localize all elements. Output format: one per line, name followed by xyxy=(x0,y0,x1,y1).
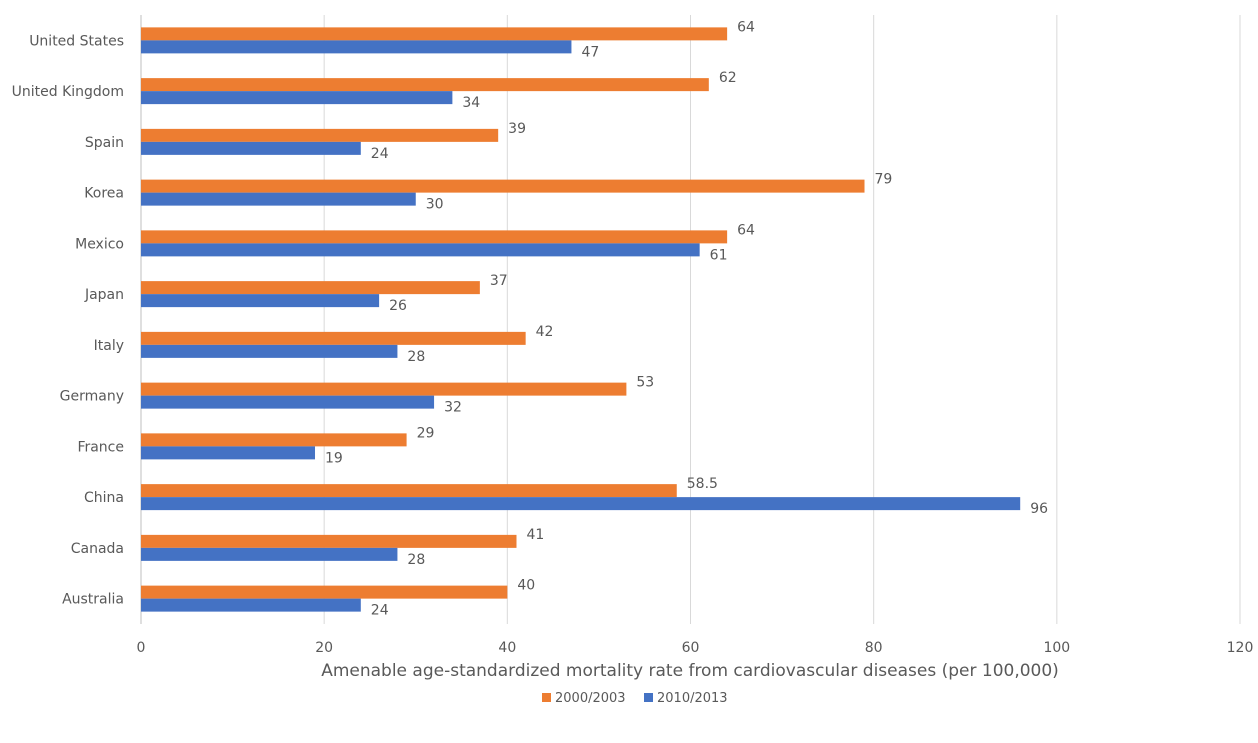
data-label: 39 xyxy=(508,121,526,137)
category-label: Korea xyxy=(84,186,124,202)
data-label: 64 xyxy=(737,222,755,238)
category-label: France xyxy=(77,439,124,455)
bar-series-2 xyxy=(141,598,361,612)
category-label: United States xyxy=(29,33,124,49)
category-label: Spain xyxy=(85,135,124,151)
data-label: 32 xyxy=(444,400,462,416)
data-label: 53 xyxy=(636,375,654,391)
data-label: 40 xyxy=(517,578,535,594)
bar-series-2 xyxy=(141,91,453,105)
data-label: 62 xyxy=(719,70,737,86)
x-axis-title: Amenable age-standardized mortality rate… xyxy=(321,661,1059,681)
data-label: 28 xyxy=(407,552,425,568)
bar-series-1 xyxy=(141,78,709,92)
x-tick-label: 120 xyxy=(1227,640,1254,656)
legend-label: 2010/2013 xyxy=(657,691,728,706)
x-tick-label: 0 xyxy=(137,640,146,656)
data-label: 28 xyxy=(407,349,425,365)
bar-series-2 xyxy=(141,40,572,54)
bar-series-2 xyxy=(141,395,435,409)
bar-series-2 xyxy=(141,192,416,206)
category-label: China xyxy=(84,490,124,506)
legend-swatch xyxy=(644,693,653,702)
x-tick-label: 60 xyxy=(682,640,700,656)
data-label: 47 xyxy=(581,44,599,60)
data-label: 26 xyxy=(389,298,407,314)
data-label: 29 xyxy=(417,425,435,441)
category-label: Australia xyxy=(62,592,124,608)
bar-series-2 xyxy=(141,446,316,460)
data-label: 41 xyxy=(526,527,544,543)
data-label: 37 xyxy=(490,273,508,289)
category-label: United Kingdom xyxy=(12,84,124,100)
data-label: 64 xyxy=(737,19,755,35)
bar-series-2 xyxy=(141,497,1021,511)
data-label: 30 xyxy=(426,197,444,213)
gridlines xyxy=(140,15,1241,624)
category-label: Italy xyxy=(94,338,124,354)
bar-series-2 xyxy=(141,294,380,308)
data-label: 96 xyxy=(1030,501,1048,517)
value-labels: 64 47 62 34 39 24 79 30 64 61 37 26 42 28 53 32 29 19 58.5… xyxy=(325,19,1048,618)
legend: 2000/2003 2010/2013 xyxy=(542,691,728,706)
data-label: 34 xyxy=(462,95,480,111)
data-label: 24 xyxy=(371,146,389,162)
bar-series-1 xyxy=(141,585,508,599)
category-labels: United States United Kingdom Spain Korea Mex… xyxy=(12,33,124,607)
data-label: 58.5 xyxy=(687,476,718,492)
bar-series-2 xyxy=(141,344,398,358)
bar-series-1 xyxy=(141,534,517,548)
x-tick-labels: 0 20 40 60 80 100 120 xyxy=(137,640,1254,656)
x-tick-label: 100 xyxy=(1043,640,1070,656)
bar-series-1 xyxy=(141,382,627,396)
x-tick-label: 20 xyxy=(315,640,333,656)
category-label: Canada xyxy=(71,541,124,557)
x-tick-label: 80 xyxy=(865,640,883,656)
data-label: 79 xyxy=(875,172,893,188)
bar-series-1 xyxy=(141,128,499,142)
bar-series-1 xyxy=(141,331,526,345)
bar-series-1 xyxy=(141,281,480,295)
bar-series-1 xyxy=(141,27,728,41)
data-label: 42 xyxy=(536,324,554,340)
category-label: Germany xyxy=(60,389,124,405)
legend-swatch xyxy=(542,693,551,702)
data-label: 19 xyxy=(325,450,343,466)
category-label: Japan xyxy=(84,287,124,303)
bar-series-1 xyxy=(141,179,865,193)
legend-label: 2000/2003 xyxy=(555,691,626,706)
data-label: 61 xyxy=(710,247,728,263)
bar-series-2 xyxy=(141,547,398,561)
x-tick-label: 40 xyxy=(498,640,516,656)
data-label: 24 xyxy=(371,603,389,619)
bar-series-1 xyxy=(141,230,728,244)
bar-series-2 xyxy=(141,243,700,257)
category-label: Mexico xyxy=(75,236,124,252)
bars xyxy=(141,27,1021,612)
bar-series-1 xyxy=(141,484,677,498)
bar-series-2 xyxy=(141,141,361,155)
bar-series-1 xyxy=(141,433,407,447)
